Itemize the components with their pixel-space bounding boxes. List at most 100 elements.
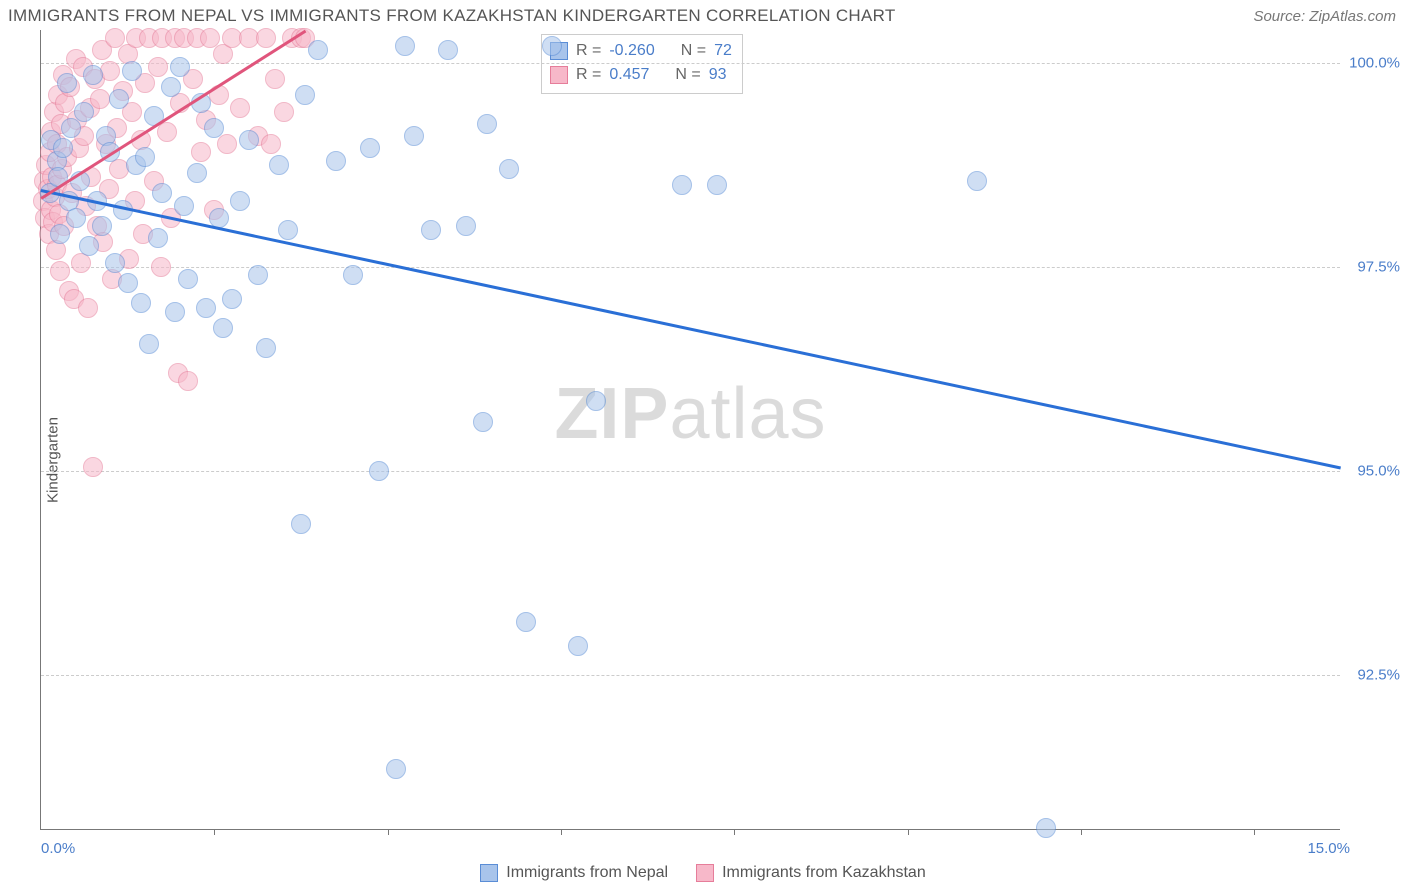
x-tick: [734, 829, 735, 835]
scatter-point: [295, 85, 315, 105]
scatter-point: [174, 196, 194, 216]
watermark-zip: ZIP: [554, 374, 669, 454]
scatter-point: [278, 220, 298, 240]
scatter-point: [477, 114, 497, 134]
scatter-point: [66, 208, 86, 228]
scatter-point: [139, 334, 159, 354]
scatter-point: [542, 36, 562, 56]
x-tick: [388, 829, 389, 835]
scatter-point: [61, 118, 81, 138]
scatter-point: [421, 220, 441, 240]
scatter-point: [50, 261, 70, 281]
scatter-point: [230, 191, 250, 211]
scatter-point: [131, 293, 151, 313]
stats-row-nepal: R = -0.260 N = 72: [550, 39, 732, 63]
scatter-point: [178, 269, 198, 289]
scatter-point: [217, 134, 237, 154]
scatter-point: [122, 61, 142, 81]
swatch-kazakhstan: [550, 66, 568, 84]
scatter-point: [274, 102, 294, 122]
scatter-point: [456, 216, 476, 236]
gridline: [41, 675, 1340, 676]
swatch-kazakhstan-icon: [696, 864, 714, 882]
scatter-point: [516, 612, 536, 632]
r-value-nepal: -0.260: [609, 39, 654, 63]
scatter-point: [499, 159, 519, 179]
chart-title: IMMIGRANTS FROM NEPAL VS IMMIGRANTS FROM…: [8, 6, 896, 26]
x-tick: [1081, 829, 1082, 835]
scatter-point: [118, 273, 138, 293]
scatter-point: [308, 40, 328, 60]
scatter-point: [135, 147, 155, 167]
n-label: N =: [681, 39, 706, 63]
scatter-point: [586, 391, 606, 411]
scatter-point: [343, 265, 363, 285]
scatter-point: [230, 98, 250, 118]
scatter-point: [152, 183, 172, 203]
scatter-point: [53, 138, 73, 158]
scatter-point: [79, 236, 99, 256]
scatter-point: [151, 257, 171, 277]
y-tick-label: 92.5%: [1357, 666, 1400, 683]
scatter-point: [265, 69, 285, 89]
scatter-point: [360, 138, 380, 158]
x-axis-min-label: 0.0%: [41, 840, 75, 857]
plot-area: ZIPatlas R = -0.260 N = 72 R = 0.457 N =…: [40, 30, 1340, 830]
legend-item-nepal: Immigrants from Nepal: [480, 864, 668, 882]
scatter-point: [473, 412, 493, 432]
x-tick: [1254, 829, 1255, 835]
scatter-point: [967, 171, 987, 191]
scatter-point: [148, 57, 168, 77]
gridline: [41, 267, 1340, 268]
scatter-point: [161, 77, 181, 97]
x-axis-max-label: 15.0%: [1307, 840, 1350, 857]
chart-container: Kindergarten ZIPatlas R = -0.260 N = 72 …: [0, 30, 1406, 890]
scatter-point: [157, 122, 177, 142]
y-tick-label: 100.0%: [1349, 54, 1400, 71]
scatter-point: [239, 130, 259, 150]
r-value-kazakhstan: 0.457: [609, 63, 649, 87]
scatter-point: [256, 338, 276, 358]
trend-line: [41, 189, 1342, 469]
gridline: [41, 471, 1340, 472]
n-value-kazakhstan: 93: [709, 63, 727, 87]
scatter-point: [109, 89, 129, 109]
scatter-point: [187, 163, 207, 183]
legend-item-kazakhstan: Immigrants from Kazakhstan: [696, 864, 926, 882]
n-label: N =: [675, 63, 700, 87]
scatter-point: [50, 224, 70, 244]
scatter-point: [170, 57, 190, 77]
x-tick: [908, 829, 909, 835]
swatch-nepal-icon: [480, 864, 498, 882]
scatter-point: [83, 65, 103, 85]
scatter-point: [165, 302, 185, 322]
scatter-point: [707, 175, 727, 195]
scatter-point: [148, 228, 168, 248]
scatter-point: [191, 142, 211, 162]
scatter-point: [248, 265, 268, 285]
r-label: R =: [576, 39, 601, 63]
series-legend: Immigrants from Nepal Immigrants from Ka…: [0, 864, 1406, 882]
watermark-atlas: atlas: [669, 374, 826, 454]
scatter-point: [386, 759, 406, 779]
scatter-point: [213, 318, 233, 338]
scatter-point: [261, 134, 281, 154]
scatter-point: [105, 253, 125, 273]
scatter-point: [256, 28, 276, 48]
y-tick-label: 95.0%: [1357, 462, 1400, 479]
scatter-point: [269, 155, 289, 175]
y-tick-label: 97.5%: [1357, 258, 1400, 275]
scatter-point: [291, 514, 311, 534]
scatter-point: [196, 298, 216, 318]
scatter-point: [326, 151, 346, 171]
x-tick: [214, 829, 215, 835]
stats-legend: R = -0.260 N = 72 R = 0.457 N = 93: [541, 34, 743, 94]
n-value-nepal: 72: [714, 39, 732, 63]
scatter-point: [92, 216, 112, 236]
watermark: ZIPatlas: [554, 373, 826, 455]
gridline: [41, 63, 1340, 64]
scatter-point: [672, 175, 692, 195]
scatter-point: [204, 118, 224, 138]
scatter-point: [78, 298, 98, 318]
chart-header: IMMIGRANTS FROM NEPAL VS IMMIGRANTS FROM…: [0, 0, 1406, 30]
